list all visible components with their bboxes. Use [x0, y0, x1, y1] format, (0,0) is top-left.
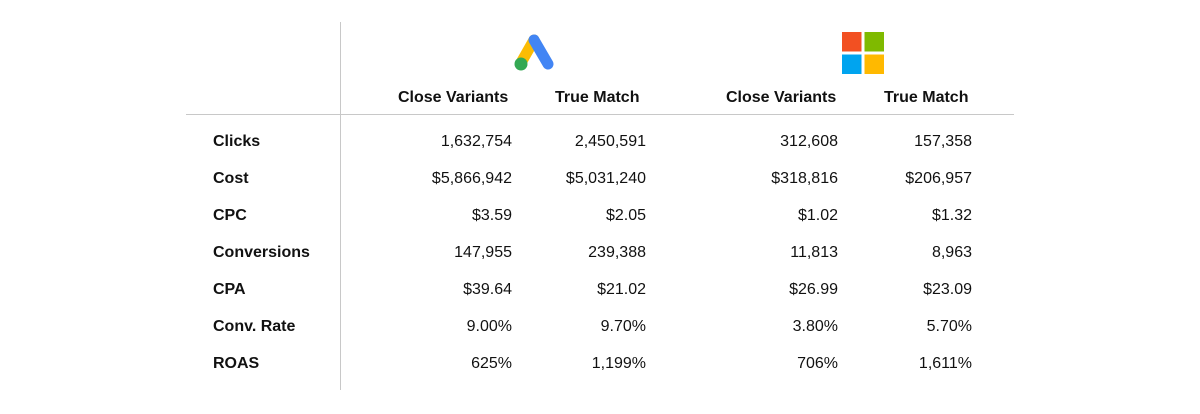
table-row: Clicks 1,632,754 2,450,591 312,608 157,3…: [0, 130, 1200, 154]
table-cell: $1.02: [797, 207, 838, 224]
table-cell: 9.70%: [600, 318, 646, 335]
table-cell: 147,955: [454, 244, 512, 261]
table-row: Conversions 147,955 239,388 11,813 8,963: [0, 241, 1200, 265]
table-cell: 312,608: [780, 133, 838, 150]
column-header: True Match: [555, 89, 640, 106]
table-cell: 1,199%: [591, 355, 646, 372]
column-header: Close Variants: [398, 89, 509, 106]
table-cell: 1,611%: [918, 355, 972, 372]
table-cell: $3.59: [471, 207, 512, 224]
row-label: Clicks: [213, 133, 261, 150]
table-cell: 9.00%: [466, 318, 512, 335]
table-row: ROAS 625% 1,199% 706% 1,611%: [0, 352, 1200, 376]
table-cell: 3.80%: [792, 318, 838, 335]
row-label: Conversions: [213, 244, 310, 261]
table-cell: 5.70%: [926, 318, 972, 335]
table-cell: 2,450,591: [574, 133, 646, 150]
row-label: CPA: [213, 281, 246, 298]
table-cell: 1,632,754: [440, 133, 512, 150]
google-ads-logo-icon: [514, 34, 554, 71]
table-cell: 11,813: [790, 244, 838, 261]
table-cell: 706%: [797, 355, 838, 372]
table-cell: $5,866,942: [431, 170, 512, 187]
table-cell: $39.64: [463, 281, 512, 298]
table-row: CPA $39.64 $21.02 $26.99 $23.09: [0, 278, 1200, 302]
row-label: Cost: [213, 170, 249, 187]
row-label: Conv. Rate: [213, 318, 296, 335]
row-label: CPC: [213, 207, 247, 224]
table-cell: 8,963: [931, 244, 972, 261]
vertical-divider: [340, 22, 341, 390]
header-divider: [186, 114, 1014, 115]
microsoft-logo-icon: [842, 32, 884, 74]
table-cell: $21.02: [597, 281, 646, 298]
table-row: Cost $5,866,942 $5,031,240 $318,816 $206…: [0, 167, 1200, 191]
table-cell: $1.32: [931, 207, 972, 224]
column-header: Close Variants: [726, 89, 837, 106]
column-header: True Match: [884, 89, 969, 106]
table-cell: 157,358: [914, 133, 972, 150]
table-cell: $2.05: [605, 207, 646, 224]
table-cell: 239,388: [588, 244, 646, 261]
table-row: CPC $3.59 $2.05 $1.02 $1.32: [0, 204, 1200, 228]
table-cell: 625%: [471, 355, 512, 372]
table-cell: $26.99: [789, 281, 838, 298]
table-cell: $318,816: [771, 170, 838, 187]
table-row: Conv. Rate 9.00% 9.70% 3.80% 5.70%: [0, 315, 1200, 339]
table-cell: $23.09: [923, 281, 972, 298]
table-cell: $206,957: [905, 170, 972, 187]
row-label: ROAS: [213, 355, 260, 372]
table-cell: $5,031,240: [565, 170, 646, 187]
